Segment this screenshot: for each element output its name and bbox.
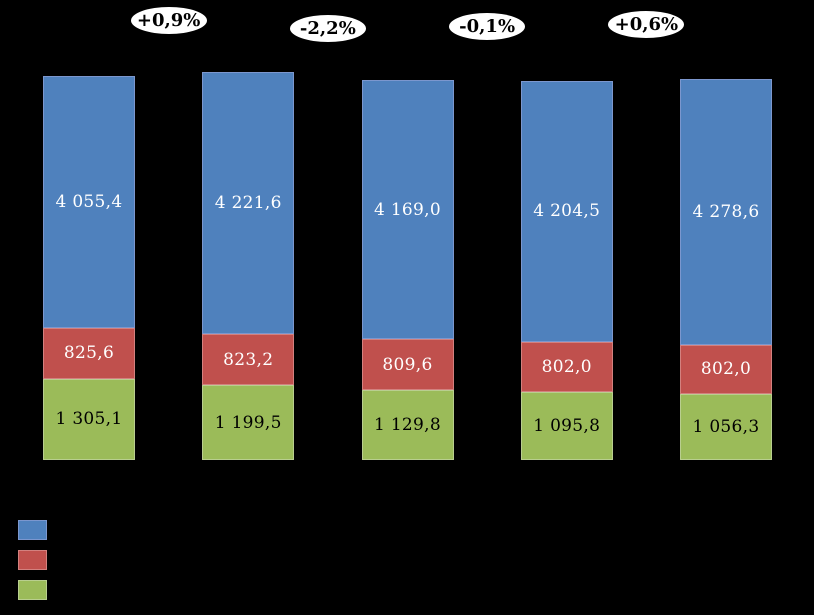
data-label-green: 1 095,8 xyxy=(533,415,601,436)
bar-segment-blue: 4 169,0 xyxy=(361,80,454,340)
data-label-red: 809,6 xyxy=(382,354,433,375)
data-label-red: 802,0 xyxy=(541,356,592,377)
data-label-blue: 4 278,6 xyxy=(692,201,760,222)
bar-segment-red: 825,6 xyxy=(43,327,135,379)
change-callout-label: -0,1% xyxy=(459,15,516,37)
change-callout: -0,1% xyxy=(449,13,526,40)
change-callout-label: -2,2% xyxy=(299,17,356,39)
data-label-green: 1 056,3 xyxy=(692,417,760,438)
bar-segment-green: 1 199,5 xyxy=(202,385,295,460)
bar-segment-blue: 4 055,4 xyxy=(43,75,135,328)
bar-segment-green: 1 305,1 xyxy=(43,378,135,460)
data-label-blue: 4 055,4 xyxy=(55,191,123,212)
legend-swatch-red xyxy=(18,550,47,570)
data-label-green: 1 199,5 xyxy=(214,412,282,433)
bar-segment-green: 1 056,3 xyxy=(680,394,772,460)
change-callout: +0,6% xyxy=(608,11,685,38)
data-label-red: 823,2 xyxy=(223,349,274,370)
bar-segment-red: 802,0 xyxy=(680,344,772,395)
data-label-blue: 4 169,0 xyxy=(374,199,441,220)
change-callout-label: +0,6% xyxy=(614,13,679,35)
legend-swatch-green xyxy=(18,580,47,600)
bar-segment-red: 802,0 xyxy=(520,342,613,392)
data-label-green: 1 129,8 xyxy=(374,414,441,435)
data-label-green: 1 305,1 xyxy=(55,409,123,430)
bar-segment-blue: 4 278,6 xyxy=(680,78,772,345)
change-callout-label: +0,9% xyxy=(136,9,201,31)
change-callout: -2,2% xyxy=(289,15,366,42)
data-label-red: 825,6 xyxy=(63,343,115,364)
bar-segment-blue: 4 204,5 xyxy=(520,80,613,343)
legend-swatch-blue xyxy=(18,520,47,540)
bar-segment-red: 823,2 xyxy=(202,334,295,386)
change-callout: +0,9% xyxy=(130,7,207,34)
bar-segment-blue: 4 221,6 xyxy=(202,72,295,335)
data-label-blue: 4 204,5 xyxy=(533,201,601,222)
data-label-red: 802,0 xyxy=(700,359,752,380)
bar-segment-green: 1 129,8 xyxy=(361,389,454,460)
bar-segment-green: 1 095,8 xyxy=(520,391,613,460)
data-label-blue: 4 221,6 xyxy=(214,193,282,214)
bar-segment-red: 809,6 xyxy=(361,339,454,390)
